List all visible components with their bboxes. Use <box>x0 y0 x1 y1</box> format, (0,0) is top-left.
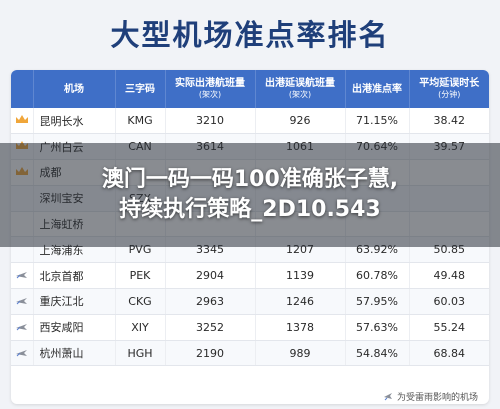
overlay-line-2: 持续执行策略_2D10.543 <box>119 197 381 222</box>
plane-icon <box>15 269 29 279</box>
airport-cell: 昆明长水 <box>33 108 116 135</box>
row-icon-cell <box>11 288 34 315</box>
airport-cell: 西安咸阳 <box>33 314 116 341</box>
legend-text: 为受雷雨影响的机场 <box>396 392 478 403</box>
avg-delay-cell: 60.03 <box>409 288 489 315</box>
overlay-line-1: 澳门一码一码100准确张子慧, <box>101 167 399 192</box>
row-icon-cell <box>11 340 34 367</box>
actual-flights-cell: 2190 <box>165 340 256 367</box>
avg-delay-cell: 38.42 <box>409 108 489 135</box>
header-airport: 机场 <box>33 70 116 108</box>
ontime-rate-cell: 71.15% <box>345 108 410 135</box>
header-actual-flights: 实际出港航班量 (架次) <box>165 70 256 108</box>
delayed-flights-cell: 1139 <box>255 262 346 290</box>
table-row: 西安咸阳 XIY 3252 1378 57.63% 55.24 <box>11 314 489 341</box>
row-icon-cell <box>11 262 34 290</box>
ontime-rate-cell: 60.78% <box>345 262 410 290</box>
code-cell: CKG <box>115 288 166 315</box>
actual-flights-cell: 2963 <box>165 288 256 315</box>
plane-icon <box>15 347 29 357</box>
row-icon-cell <box>11 108 34 135</box>
plane-icon <box>15 321 29 331</box>
avg-delay-cell: 55.24 <box>409 314 489 341</box>
code-cell: KMG <box>115 108 166 135</box>
header-avg-delay: 平均延误时长 (分钟) <box>409 70 489 108</box>
page-title: 大型机场准点率排名 <box>110 18 390 52</box>
delayed-flights-cell: 989 <box>255 340 346 367</box>
header-ontime-rate: 出港准点率 <box>345 70 410 108</box>
header-icon-col <box>11 70 34 108</box>
table-row: 重庆江北 CKG 2963 1246 57.95% 60.03 <box>11 288 489 315</box>
code-cell: PEK <box>115 262 166 290</box>
avg-delay-cell: 49.48 <box>409 262 489 290</box>
avg-delay-cell: 68.84 <box>409 340 489 367</box>
table-header-row: 机场 三字码 实际出港航班量 (架次) 出港延误航班量 (架次) 出港准点率 平… <box>11 70 489 108</box>
table-row: 杭州萧山 HGH 2190 989 54.84% 68.84 <box>11 340 489 367</box>
legend: 为受雷雨影响的机场 <box>383 389 478 403</box>
ontime-rate-cell: 57.63% <box>345 314 410 341</box>
ontime-rate-cell: 57.95% <box>345 288 410 315</box>
delayed-flights-cell: 926 <box>255 108 346 135</box>
delayed-flights-cell: 1378 <box>255 314 346 341</box>
ontime-rate-cell: 54.84% <box>345 340 410 367</box>
crown-icon <box>15 114 29 124</box>
plane-icon <box>15 295 29 305</box>
table-row: 北京首都 PEK 2904 1139 60.78% 49.48 <box>11 262 489 290</box>
watermark-overlay: 澳门一码一码100准确张子慧, 持续执行策略_2D10.543 <box>0 143 500 247</box>
code-cell: HGH <box>115 340 166 367</box>
airport-cell: 重庆江北 <box>33 288 116 315</box>
table-row: 昆明长水 KMG 3210 926 71.15% 38.42 <box>11 108 489 135</box>
actual-flights-cell: 3210 <box>165 108 256 135</box>
plane-icon <box>383 393 392 401</box>
header-delayed-flights: 出港延误航班量 (架次) <box>255 70 346 108</box>
row-icon-cell <box>11 314 34 341</box>
actual-flights-cell: 2904 <box>165 262 256 290</box>
actual-flights-cell: 3252 <box>165 314 256 341</box>
airport-cell: 北京首都 <box>33 262 116 290</box>
delayed-flights-cell: 1246 <box>255 288 346 315</box>
header-code: 三字码 <box>115 70 166 108</box>
code-cell: XIY <box>115 314 166 341</box>
airport-cell: 杭州萧山 <box>33 340 116 367</box>
